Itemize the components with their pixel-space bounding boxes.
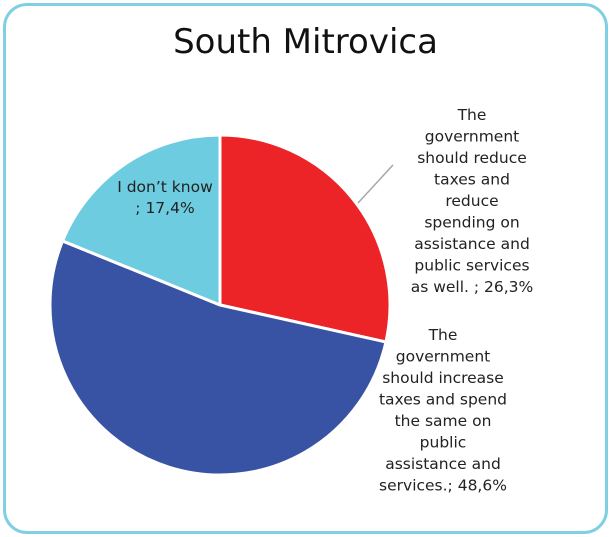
chart-title: South Mitrovica (173, 22, 438, 62)
label-line: public (420, 434, 467, 452)
label-increase-taxes: The government should increase taxes and sp… (379, 326, 507, 495)
label-line: should reduce (417, 149, 527, 167)
label-line: government (396, 348, 491, 366)
label-line: public services (414, 257, 529, 275)
label-line: The (457, 106, 487, 124)
label-line: the same on (395, 412, 492, 430)
label-line: government (425, 128, 520, 146)
leader-line (357, 164, 394, 204)
label-dont-know: I don’t know ; 17,4% (117, 178, 213, 217)
label-line: assistance and (414, 235, 530, 253)
label-line: taxes and (434, 171, 510, 189)
label-line: services.; 48,6% (379, 477, 507, 495)
label-line: I don’t know (117, 178, 213, 196)
label-line: spending on (424, 214, 519, 232)
label-line: taxes and spend (379, 391, 507, 409)
label-line: reduce (445, 192, 498, 210)
label-reduce-taxes: The government should reduce taxes and reduc… (411, 106, 534, 296)
label-line: The (428, 326, 458, 344)
label-line: as well. ; 26,3% (411, 278, 534, 296)
label-line: ; 17,4% (135, 199, 194, 217)
slice-increase-taxes (48, 239, 388, 477)
slice-dont-know (61, 133, 222, 307)
label-line: should increase (382, 369, 504, 387)
label-line: assistance and (385, 455, 501, 473)
slice-reduce-taxes (218, 133, 392, 344)
